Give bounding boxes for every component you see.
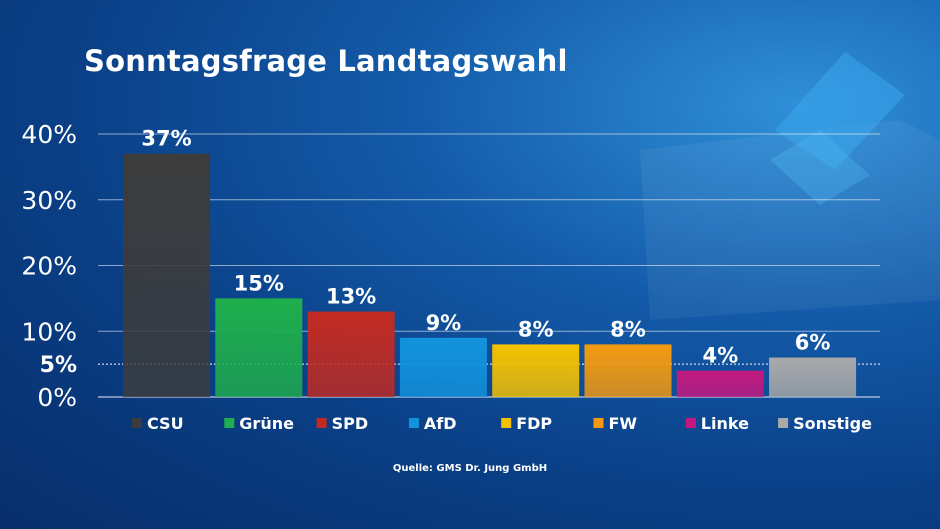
legend-swatch [132, 418, 142, 428]
y-tick-label: 0% [37, 383, 77, 412]
legend-swatch [593, 418, 604, 428]
bar-sonstige [769, 357, 857, 397]
source-note: Quelle: GMS Dr. Jung GmbH [392, 463, 548, 474]
y-tick-label: 20% [21, 252, 77, 281]
bar-grüne [215, 298, 303, 397]
bar-csu [123, 153, 210, 397]
legend-entry: CSU [147, 414, 184, 433]
y-tick-label: 30% [21, 186, 77, 215]
data-label: 37% [141, 127, 191, 151]
legend-entry: FW [609, 414, 638, 433]
data-label: 9% [426, 311, 462, 335]
legend-swatch [408, 418, 419, 428]
data-label: 13% [326, 285, 376, 309]
legend-entry: FDP [516, 414, 552, 433]
legend-entry: SPD [332, 414, 369, 433]
legend-swatch [778, 418, 789, 428]
legend-entry: AfD [424, 414, 457, 433]
legend-swatch [501, 418, 512, 428]
data-label: 15% [234, 271, 284, 295]
bar-fw [584, 344, 672, 397]
bar-linke [676, 370, 764, 397]
data-label: 8% [610, 317, 646, 341]
bar-fdp [492, 344, 580, 397]
y-tick-label: 40% [21, 120, 77, 149]
bar-spd [307, 311, 395, 397]
data-label: 8% [518, 317, 554, 341]
legend-entry: Sonstige [793, 414, 872, 433]
bar-afd [399, 337, 487, 397]
y-tick-label: 10% [21, 317, 77, 346]
legend-swatch [685, 418, 696, 428]
data-label: 4% [702, 344, 738, 368]
data-label: 6% [795, 331, 831, 355]
legend-entry: Linke [701, 414, 749, 433]
legend-swatch [316, 418, 327, 428]
chart-title: Sonntagsfrage Landtagswahl [84, 44, 568, 78]
threshold-label: 5% [40, 353, 77, 378]
legend-entry: Grüne [239, 414, 294, 433]
legend-swatch [224, 418, 235, 428]
